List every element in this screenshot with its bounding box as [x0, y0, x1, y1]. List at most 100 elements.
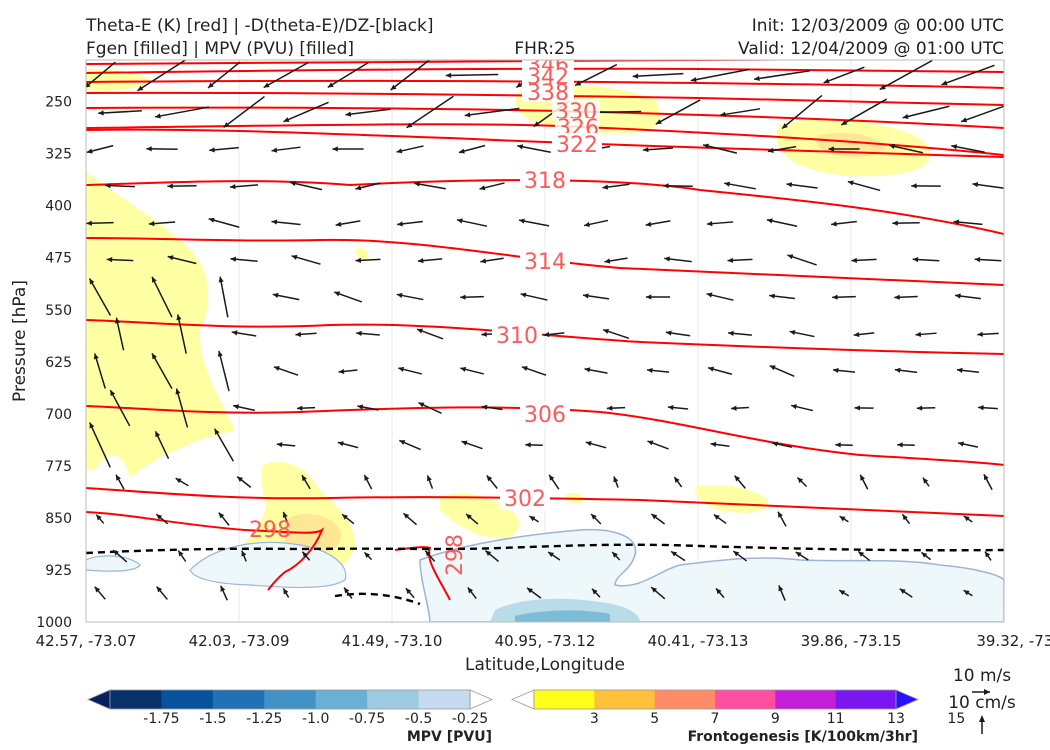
wind-arrowhead: [953, 219, 960, 225]
theta-e-contour-306: [86, 405, 1004, 466]
colorbar-tick-label: -0.25: [452, 711, 488, 727]
colorbar-swatch: [315, 690, 368, 709]
wind-arrowhead: [902, 514, 908, 521]
wind-arrow: [445, 73, 499, 77]
wind-arrowhead: [231, 330, 238, 336]
wind-arrowhead: [406, 122, 413, 128]
wind-key-vertical-label: 10 cm/s: [948, 693, 1016, 713]
mpv-region-left: [86, 555, 141, 572]
fgen-colorbar-label: Frontogenesis [K/100km/3hr]: [688, 729, 918, 745]
wind-arrowhead: [467, 587, 474, 594]
wind-arrowhead: [116, 474, 121, 481]
colorbar-swatch: [715, 690, 776, 709]
wind-arrow: [207, 61, 241, 89]
wind-arrowhead: [337, 441, 344, 447]
wind-arrowhead: [334, 291, 341, 297]
wind-arrowhead: [93, 353, 99, 360]
x-axis-ticks: 42.57, -73.07 42.03, -73.09 41.49, -73.10 4…: [36, 632, 1050, 650]
wind-arrow: [960, 105, 1004, 123]
wind-arrowhead: [828, 146, 834, 152]
colorbar-tick-label: -1.75: [143, 711, 179, 727]
title-left-line2: Fgen [filled] | MPV (PVU) [filled]: [86, 39, 354, 59]
wind-arrowhead: [456, 218, 463, 224]
wind-arrowhead: [416, 328, 423, 334]
wind-arrowhead: [426, 475, 432, 482]
wind-arrowhead: [663, 183, 669, 189]
y-tick-label: 400: [45, 199, 72, 215]
wind-arrowhead: [271, 147, 278, 153]
wind-arrow: [902, 105, 950, 119]
wind-arrowhead: [425, 550, 431, 557]
fgen-region-center: [440, 493, 520, 539]
wind-arrowhead: [332, 146, 338, 152]
y-tick-label: 250: [45, 95, 72, 111]
y-tick-label: 1000: [36, 615, 72, 631]
wind-arrowhead: [398, 366, 405, 372]
wind-arrowhead: [520, 292, 527, 298]
wind-arrowhead: [767, 147, 774, 154]
colorbar-extend-left: [86, 689, 111, 710]
colorbar-tick-label: 11: [827, 711, 845, 727]
wind-arrowhead: [418, 402, 425, 408]
wind-arrowhead: [115, 317, 121, 324]
wind-arrowhead: [851, 257, 857, 263]
colorbar-tick-label: -0.75: [349, 711, 385, 727]
wind-arrow: [840, 98, 888, 126]
wind-arrowhead: [396, 148, 403, 154]
wind-arrowhead: [782, 123, 788, 129]
wind-arrowhead: [651, 587, 658, 593]
wind-arrowhead: [823, 78, 830, 84]
colorbar-swatch: [835, 690, 897, 709]
colorbar-extend-right: [895, 689, 920, 710]
wind-arrowhead: [983, 474, 989, 481]
colorbar-tick-label: 5: [650, 711, 659, 727]
wind-arrowhead: [894, 294, 900, 300]
wind-arrowhead: [604, 258, 611, 264]
wind-arrowhead: [974, 256, 981, 263]
wind-arrowhead: [584, 221, 590, 227]
wind-arrowhead: [543, 331, 550, 338]
wind-arrowhead: [549, 474, 555, 481]
wind-arrow: [223, 95, 265, 129]
colorbar-outline: [533, 689, 897, 710]
y-tick-label: 475: [45, 251, 72, 267]
wind-arrowhead: [603, 328, 610, 334]
wind-arrowhead: [220, 585, 226, 592]
wind-arrowhead: [290, 181, 296, 187]
wind-arrow: [823, 66, 865, 84]
wind-arrowhead: [517, 144, 524, 150]
wind-arrowhead: [338, 368, 345, 375]
x-tick-label: 42.03, -73.09: [189, 632, 290, 650]
wind-arrowhead: [516, 82, 523, 88]
wind-arrow: [98, 110, 142, 114]
wind-arrowhead: [585, 441, 592, 447]
wind-arrowhead: [335, 221, 342, 227]
wind-arrowhead: [921, 552, 928, 558]
wind-arrowhead: [146, 146, 152, 152]
wind-arrowhead: [283, 588, 289, 595]
wind-arrowhead: [356, 330, 362, 337]
wind-arrowhead: [916, 405, 923, 411]
wind-arrowhead: [229, 184, 236, 190]
wind-arrowhead: [591, 513, 597, 520]
wind-arrowhead: [899, 588, 906, 594]
wind-arrow: [719, 108, 761, 116]
theta-e-label-306: 306: [524, 403, 566, 428]
wind-arrowhead: [984, 551, 991, 558]
wind-arrowhead: [642, 146, 649, 153]
colorbar-swatch: [264, 690, 317, 709]
title-left-line1: Theta-E (K) [red] | -D(theta-E)/DZ-[blac…: [85, 16, 434, 36]
wind-arrowhead: [915, 331, 922, 338]
colorbar-swatch: [367, 690, 420, 709]
wind-arrowhead: [841, 120, 848, 125]
wind-arrowhead: [399, 440, 406, 445]
wind-key: 10 m/s 10 cm/s: [948, 666, 1016, 734]
wind-arrowhead: [977, 331, 983, 337]
wind-arrowhead: [548, 551, 555, 558]
wind-arrowhead: [96, 514, 102, 521]
wind-arrowhead: [167, 255, 174, 261]
wind-arrowhead: [105, 182, 111, 189]
wind-arrowhead: [778, 511, 783, 518]
wind-arrowhead: [445, 72, 452, 78]
